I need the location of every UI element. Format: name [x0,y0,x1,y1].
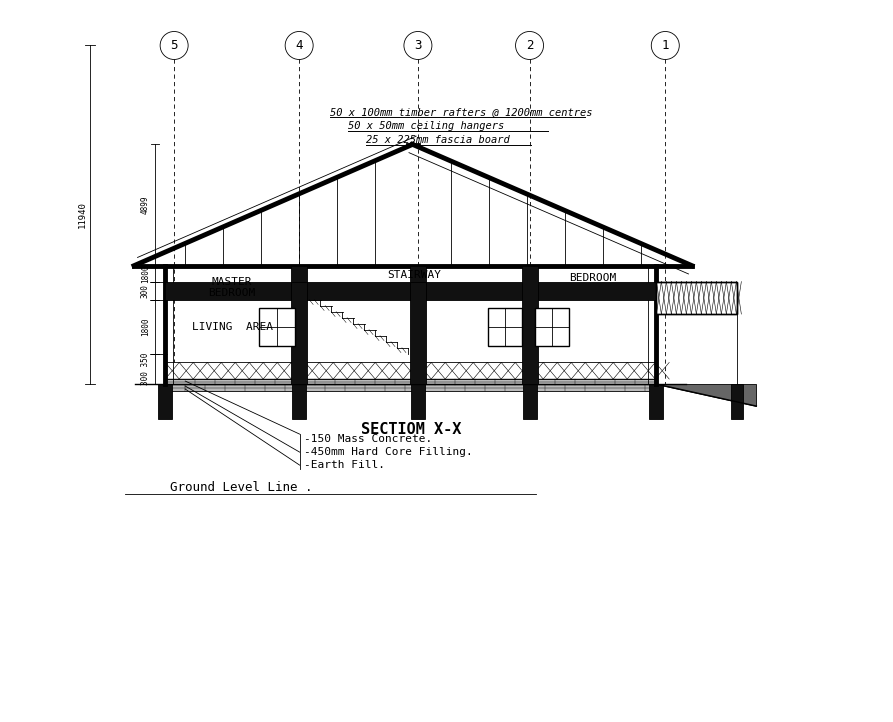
Text: 4899: 4899 [141,196,150,214]
Text: MASTER
BEDROOM: MASTER BEDROOM [209,277,255,298]
Text: STAIRWAY: STAIRWAY [388,269,441,279]
Text: -450mm Hard Core Filling.: -450mm Hard Core Filling. [304,447,472,457]
Text: 5: 5 [171,39,178,52]
Text: 1800: 1800 [141,264,150,283]
Text: 300: 300 [141,284,150,297]
Text: 50 x 50mm ceiling hangers: 50 x 50mm ceiling hangers [348,121,505,131]
Text: SECTIOM X-X: SECTIOM X-X [361,422,461,437]
Text: 300 350: 300 350 [141,353,150,385]
Bar [165,379,656,391]
Bar [411,384,425,419]
Bar [656,282,737,314]
Text: LIVING  AREA: LIVING AREA [192,322,272,331]
Bar [522,266,538,384]
Bar [165,282,656,300]
Text: -Earth Fill.: -Earth Fill. [304,460,385,470]
Text: 4: 4 [296,39,303,52]
Text: 1: 1 [662,39,669,52]
Bar [410,282,426,384]
Text: 25 x 225mm fascia board: 25 x 225mm fascia board [366,135,510,145]
Polygon shape [656,384,756,406]
Text: 2: 2 [526,39,533,52]
Text: -150 Mass Concrete.: -150 Mass Concrete. [304,434,432,444]
Bar [730,384,743,419]
Bar [522,384,537,419]
Text: 1800: 1800 [141,318,150,336]
Text: BEDROOM: BEDROOM [570,273,616,282]
Bar [488,308,522,346]
Bar [165,362,656,379]
Text: 11940: 11940 [78,201,87,228]
Text: Ground Level Line .: Ground Level Line . [170,481,313,494]
Bar [291,282,307,384]
Bar [656,282,737,314]
Text: 50 x 100mm timber rafters @ 1200mm centres: 50 x 100mm timber rafters @ 1200mm centr… [330,107,593,117]
Bar [535,308,569,346]
Bar [649,384,663,419]
Bar [410,266,426,300]
Bar [259,308,296,346]
Bar [292,384,306,419]
Bar [158,384,172,419]
Bar [291,266,307,300]
Text: 3: 3 [414,39,421,52]
